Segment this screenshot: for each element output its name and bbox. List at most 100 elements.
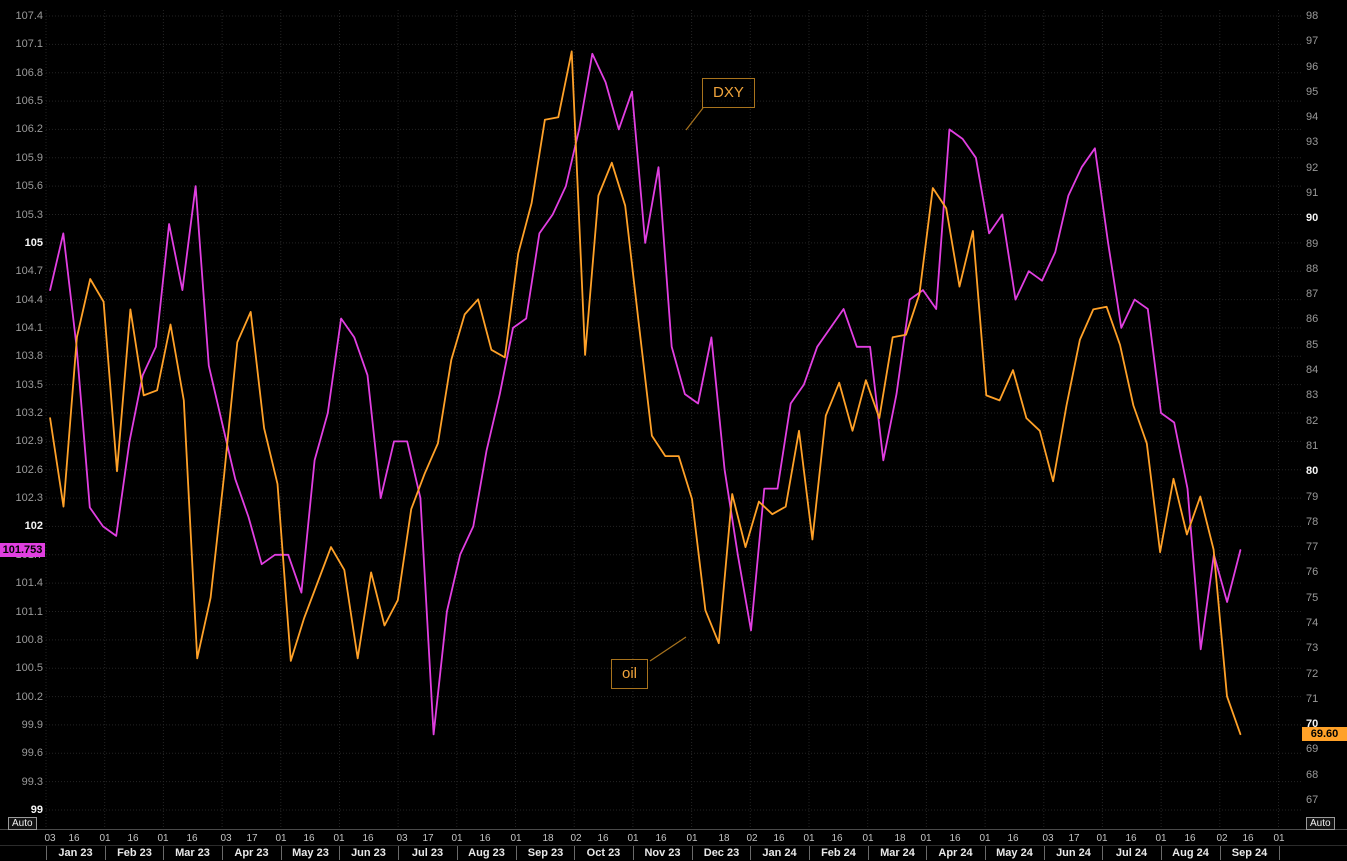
x-axis-day-tick: 16: [773, 833, 785, 844]
x-axis-day-tick: 01: [157, 833, 169, 844]
x-axis-day-tick: 01: [803, 833, 815, 844]
x-axis-day-tick: 17: [422, 833, 434, 844]
month-separator-tick: [574, 845, 575, 860]
y-axis-tick-left: 103.5: [15, 379, 43, 391]
y-axis-tick-left: 106.2: [15, 123, 43, 135]
y-axis-tick-right: 81: [1306, 440, 1319, 452]
x-axis-day-tick: 16: [68, 833, 80, 844]
y-axis-tick-left: 100.2: [15, 691, 43, 703]
y-axis-tick-right: 83: [1306, 389, 1319, 401]
y-axis-tick-left: 102.6: [15, 464, 43, 476]
x-axis-day-tick: 01: [627, 833, 639, 844]
x-axis-day-tick: 01: [1155, 833, 1167, 844]
y-axis-tick-right: 68: [1306, 769, 1319, 781]
x-axis-month-label: Feb 23: [117, 847, 152, 859]
x-axis-month-label: Dec 23: [703, 847, 740, 859]
y-axis-tick-right: 89: [1306, 238, 1319, 250]
y-axis-tick-left: 103.8: [15, 350, 43, 362]
y-axis-tick-right: 94: [1306, 111, 1319, 123]
y-axis-tick-right: 74: [1306, 617, 1319, 629]
y-axis-tick-left: 99.9: [21, 719, 43, 731]
y-axis-tick-right: 82: [1306, 415, 1319, 427]
y-axis-tick-left: 106.5: [15, 95, 43, 107]
month-separator-tick: [163, 845, 164, 860]
y-axis-tick-right: 88: [1306, 263, 1319, 275]
y-axis-tick-left: 100.8: [15, 634, 43, 646]
x-axis-day-tick: 02: [570, 833, 582, 844]
x-axis-day-tick: 16: [949, 833, 961, 844]
x-axis-day-tick: 16: [597, 833, 609, 844]
month-separator-tick: [339, 845, 340, 860]
y-axis-tick-left: 106.8: [15, 67, 43, 79]
x-axis-month-label: Jan 23: [58, 847, 93, 859]
x-axis-day-tick: 01: [333, 833, 345, 844]
x-axis-day-tick: 01: [1096, 833, 1108, 844]
y-axis-tick-right: 76: [1306, 566, 1319, 578]
y-axis-tick-right: 80: [1306, 465, 1319, 477]
y-axis-tick-left: 105: [24, 237, 43, 249]
y-axis-tick-right: 97: [1306, 35, 1319, 47]
x-axis-day-tick: 16: [303, 833, 315, 844]
x-axis-day-tick: 18: [542, 833, 554, 844]
x-axis-month-label: Oct 23: [586, 847, 621, 859]
x-axis-day-tick: 17: [1068, 833, 1080, 844]
month-separator-tick: [1161, 845, 1162, 860]
y-axis-tick-right: 96: [1306, 61, 1319, 73]
y-axis-tick-right: 79: [1306, 491, 1319, 503]
x-axis-month-label: Jul 23: [411, 847, 444, 859]
month-separator-tick: [692, 845, 693, 860]
x-axis-day-tick: 01: [99, 833, 111, 844]
x-axis-month-label: May 23: [292, 847, 329, 859]
y-axis-tick-right: 93: [1306, 136, 1319, 148]
oil-annotation-label[interactable]: oil: [611, 659, 649, 689]
month-separator-tick: [398, 845, 399, 860]
month-separator-tick: [1044, 845, 1045, 860]
y-axis-tick-left: 101.1: [15, 606, 43, 618]
x-axis-day-tick: 02: [1216, 833, 1228, 844]
x-axis-day-tick: 02: [746, 833, 758, 844]
x-axis-day-tick: 01: [979, 833, 991, 844]
y-axis-tick-left: 99.3: [21, 776, 43, 788]
x-axis-month-label: Jul 24: [1115, 847, 1148, 859]
oil-last-price-tag: 69.60: [1302, 727, 1347, 741]
y-axis-tick-right: 87: [1306, 288, 1319, 300]
x-axis-month-label: Nov 23: [644, 847, 681, 859]
month-separator-tick: [46, 845, 47, 860]
month-separator-tick: [1279, 845, 1280, 860]
x-axis-day-tick: 03: [1042, 833, 1054, 844]
x-axis-day-tick: 01: [451, 833, 463, 844]
y-axis-tick-right: 95: [1306, 86, 1319, 98]
x-axis-month-label: Aug 24: [1172, 847, 1209, 859]
y-axis-tick-left: 100.5: [15, 662, 43, 674]
x-axis-day-tick: 16: [1184, 833, 1196, 844]
x-axis-month-label: Jan 24: [762, 847, 797, 859]
left-axis-autoscale-button[interactable]: Auto: [8, 817, 37, 830]
month-separator-tick: [926, 845, 927, 860]
y-axis-tick-left: 102: [24, 520, 43, 532]
dxy-line: [49, 52, 1242, 736]
x-axis-day-tick: 17: [246, 833, 258, 844]
x-axis-month-label: Jun 23: [351, 847, 386, 859]
y-axis-tick-right: 72: [1306, 668, 1319, 680]
x-axis-month-label: Apr 24: [938, 847, 973, 859]
y-axis-tick-left: 103.2: [15, 407, 43, 419]
x-axis-day-tick: 03: [396, 833, 408, 844]
x-axis-day-tick: 03: [44, 833, 56, 844]
right-axis-autoscale-button[interactable]: Auto: [1306, 817, 1335, 830]
month-separator-tick: [457, 845, 458, 860]
x-axis-month-label: Sep 24: [1231, 847, 1268, 859]
x-axis-month-label: Mar 24: [880, 847, 915, 859]
x-axis-day-tick: 01: [920, 833, 932, 844]
y-axis-tick-right: 85: [1306, 339, 1319, 351]
dxy-annotation-label[interactable]: DXY: [702, 78, 755, 108]
x-axis-day-tick: 16: [362, 833, 374, 844]
y-axis-tick-left: 99: [30, 804, 43, 816]
x-axis-day-tick: 16: [479, 833, 491, 844]
y-axis-tick-right: 73: [1306, 642, 1319, 654]
x-axis-month-label: Sep 23: [527, 847, 564, 859]
y-axis-tick-right: 91: [1306, 187, 1319, 199]
x-axis-month-label: Mar 23: [175, 847, 210, 859]
y-axis-tick-right: 78: [1306, 516, 1319, 528]
